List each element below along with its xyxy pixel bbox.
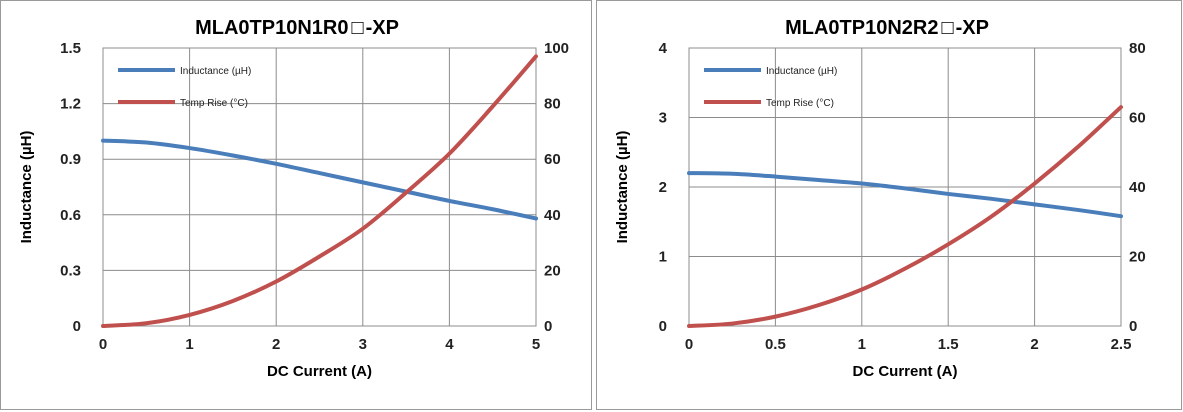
chart-title: MLA0TP10N1R0 □ -XP: [195, 17, 399, 39]
x-tick-label: 4: [445, 336, 454, 353]
chart-panel-left: MLA0TP10N1R0 □ -XP 0 1 2 3 4 5 0 0.3 0.6 0.9 1.2 1.5 0 2…: [0, 0, 592, 410]
y-tick-label: 1: [659, 249, 667, 266]
y-tick-label: 4: [659, 40, 668, 57]
temp-rise-series-line: [687, 105, 1123, 328]
inductance-series-line: [101, 138, 538, 221]
y-tick-label: 0.9: [60, 151, 81, 168]
x-tick-label: 1: [858, 336, 866, 353]
x-tick-label: 2: [1030, 336, 1038, 353]
y2-tick-label: 0: [1129, 318, 1137, 335]
plot-frame: [688, 47, 1122, 327]
y-tick-label: 3: [659, 110, 667, 127]
chart-title-main: MLA0TP10N1R0: [195, 17, 348, 39]
y2-tick-label: 40: [544, 207, 561, 224]
y2-tick-label: 80: [544, 96, 561, 113]
x-tick-label: 5: [532, 336, 540, 353]
x-tick-label: 0.5: [765, 336, 786, 353]
y2-tick-label: 0: [544, 318, 552, 335]
y2-tick-label: 100: [544, 40, 569, 57]
y-tick-label: 0: [73, 318, 81, 335]
y-tick-label: 1.2: [60, 96, 81, 113]
y2-tick-label: 20: [544, 262, 561, 279]
temp-rise-series-line: [101, 54, 538, 328]
chart-title-box: □: [351, 17, 363, 39]
chart-panel-right: MLA0TP10N2R2 □ -XP 0 0.5 1 1.5 2 2.5 0 1 2 3 4 0 20 40 60…: [596, 0, 1182, 410]
legend-label: Temp Rise (°C): [766, 98, 834, 109]
chart-title-suffix: -XP: [956, 17, 989, 39]
x-axis-label: DC Current (A): [267, 363, 372, 380]
y-tick-label: 0.3: [60, 262, 81, 279]
y2-tick-label: 60: [1129, 110, 1146, 127]
y2-tick-label: 60: [544, 151, 561, 168]
y-tick-label: 2: [659, 179, 667, 196]
chart-title: MLA0TP10N2R2 □ -XP: [785, 17, 989, 39]
chart-left-svg: MLA0TP10N1R0 □ -XP0 1 2 3 4 500.30.60.91.21.502…: [18, 17, 569, 380]
y2-tick-label: 40: [1129, 179, 1146, 196]
y-tick-label: 0.6: [60, 207, 81, 224]
y-axis-label: Inductance (µH): [614, 131, 631, 244]
y-tick-label: 0: [659, 318, 667, 335]
chart-right-svg: MLA0TP10N2R2 □ -XP0 0.5 1 1.5 2 2.5012340204060…: [614, 17, 1146, 380]
x-axis-label: DC Current (A): [853, 363, 958, 380]
y-axis-label: Inductance (µH): [18, 131, 35, 244]
chart-title-box: □: [941, 17, 953, 39]
y2-tick-label: 80: [1129, 40, 1146, 57]
x-tick-label: 1: [185, 336, 193, 353]
y2-tick-label: 20: [1129, 249, 1146, 266]
x-tick-label: 0: [685, 336, 693, 353]
chart-title-suffix: -XP: [366, 17, 399, 39]
y-tick-label: 1.5: [60, 40, 81, 57]
x-tick-label: 1.5: [938, 336, 959, 353]
plot-frame: [102, 47, 537, 327]
inductance-series-line: [687, 171, 1123, 219]
x-tick-label: 3: [359, 336, 367, 353]
legend-label: Inductance (µH): [180, 66, 251, 77]
legend-label: Inductance (µH): [766, 66, 837, 77]
x-tick-label: 0: [99, 336, 107, 353]
legend-label: Temp Rise (°C): [180, 98, 248, 109]
x-tick-label: 2.5: [1111, 336, 1132, 353]
chart-title-main: MLA0TP10N2R2: [785, 17, 938, 39]
x-tick-label: 2: [272, 336, 280, 353]
